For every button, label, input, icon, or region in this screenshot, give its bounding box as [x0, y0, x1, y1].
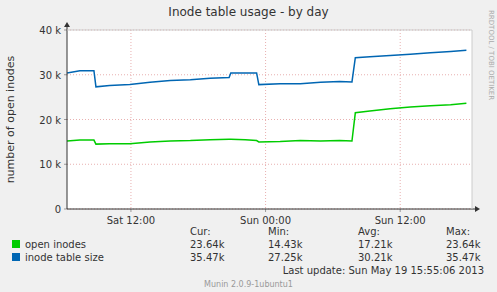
grid-line	[130, 30, 131, 209]
axis-arrow	[475, 206, 480, 212]
grid-line	[67, 30, 472, 31]
watermark: RRDTOOL / TOBI OETIKER	[487, 10, 495, 100]
tick-label: Sun 00:00	[240, 215, 291, 226]
tick-label: 20 k	[39, 115, 61, 126]
y-axis	[67, 26, 68, 209]
plot-frame	[472, 30, 473, 209]
tick-label: 10 k	[39, 159, 61, 170]
grid-line	[400, 30, 401, 209]
legend-header: Cur:	[190, 226, 211, 237]
axis-arrow	[64, 22, 70, 27]
background	[0, 0, 497, 292]
footer: Munin 2.0.9-1ubuntu1	[204, 280, 293, 289]
grid-line	[67, 74, 472, 75]
series-line	[67, 103, 466, 144]
legend-stat: 27.25k	[268, 252, 303, 263]
legend-label: open inodes	[25, 239, 86, 250]
last-update: Last update: Sun May 19 15:55:06 2013	[283, 265, 484, 276]
legend-header: Max:	[446, 226, 470, 237]
grid-line	[67, 164, 472, 165]
legend-stat: 30.21k	[358, 252, 393, 263]
legend-stat: 14.43k	[268, 239, 303, 250]
plot-area	[67, 30, 472, 209]
legend-label: inode table size	[25, 252, 104, 263]
tick-label: 30 k	[39, 70, 61, 81]
legend-stat: 35.47k	[190, 252, 225, 263]
series-group	[67, 50, 466, 144]
chart: Inode table usage - by day number of open…	[0, 0, 497, 292]
tick-label: 40 k	[39, 25, 61, 36]
legend-header: Min:	[268, 226, 289, 237]
legend-swatch	[12, 240, 20, 248]
series-line	[67, 50, 466, 87]
x-axis	[67, 209, 476, 210]
grid-line	[67, 119, 472, 120]
legend-stat: 23.64k	[446, 239, 481, 250]
legend-header: Avg:	[358, 226, 380, 237]
tick-label: Sun 12:00	[375, 215, 426, 226]
legend-stat: 23.64k	[190, 239, 225, 250]
legend-stat: 17.21k	[358, 239, 393, 250]
y-axis-label: number of open inodes	[4, 55, 17, 183]
tick-label: Sat 12:00	[107, 215, 155, 226]
grid-line	[265, 30, 266, 209]
title: Inode table usage - by day	[168, 5, 328, 19]
legend-swatch	[12, 253, 20, 261]
plot-frame	[67, 30, 472, 31]
tick-label: 0	[55, 204, 61, 215]
legend-stat: 35.47k	[446, 252, 481, 263]
